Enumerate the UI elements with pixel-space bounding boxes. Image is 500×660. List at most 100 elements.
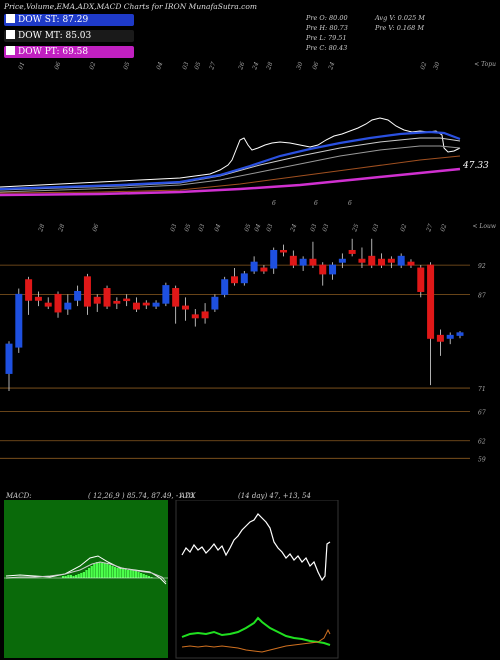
candle-body <box>162 285 170 304</box>
candle-body <box>113 300 121 304</box>
macd-bar <box>62 576 65 578</box>
candle-body <box>358 258 366 263</box>
price-date-label: 04 <box>213 223 222 233</box>
candle-body <box>348 249 356 254</box>
ema-date-label: 06 <box>53 61 62 71</box>
price-date-label: 03 <box>309 223 318 233</box>
ema-corner-label: < Topu <box>474 61 496 68</box>
ema-mid-line <box>0 145 461 193</box>
candle-body <box>260 267 268 272</box>
candle-body <box>270 249 278 269</box>
macd-bar <box>69 575 72 578</box>
macd-bar <box>142 574 145 578</box>
price-corner-label: < Louw <box>472 223 496 230</box>
prev-low: Pre L: 79.51 <box>306 34 347 42</box>
macd-bar <box>93 564 96 578</box>
ema-date-label: 24 <box>251 61 261 72</box>
ema-date-label: 24 <box>327 61 337 72</box>
prev-high: Pre H: 80.73 <box>306 24 348 32</box>
price-date-label: 24 <box>289 223 299 234</box>
macd-bar <box>124 569 127 578</box>
candle-body <box>44 302 52 307</box>
chart-title: Price,Volume,EMA,ADX,MACD Charts for IRO… <box>4 2 257 11</box>
ema-value-label: 47.33 <box>462 161 489 171</box>
candle-body <box>289 255 297 266</box>
macd-bar <box>88 568 91 578</box>
adx-plus-di-line <box>181 616 331 646</box>
ema-top-dates: 01 06 02 05 04 03 05 27 26 24 28 30 06 24 02 30 <box>17 61 441 72</box>
candle-body <box>152 302 160 307</box>
price-date-label: 27 <box>425 223 435 234</box>
candle-body <box>64 302 72 310</box>
candle-body <box>250 261 258 272</box>
ema-panel: 01 06 02 05 04 03 05 27 26 24 28 30 06 24 02 30 < Topu … <box>0 61 496 207</box>
candle-body <box>387 258 395 263</box>
legend-dow-pt-label: DOW PT: 69.58 <box>18 47 89 57</box>
ema-bottom-mark: 6 <box>272 200 276 207</box>
ema-date-label: 28 <box>265 61 275 72</box>
macd-bar <box>114 567 117 578</box>
price-level-label: 87 <box>478 292 486 299</box>
macd-bar <box>111 566 114 578</box>
macd-signal-line <box>5 561 167 583</box>
candle-body <box>456 332 464 336</box>
macd-histogram <box>62 562 153 578</box>
candle-body <box>378 258 386 266</box>
candle-body <box>191 314 199 319</box>
candle-body <box>181 305 189 310</box>
ema-date-label: 05 <box>122 61 131 71</box>
ema-date-label: 05 <box>193 61 202 71</box>
ema-bottom-mark: 6 <box>314 200 318 207</box>
price-level-label: 71 <box>478 386 486 393</box>
candle-body <box>132 302 140 310</box>
macd-bar <box>82 572 85 578</box>
ema-st-line <box>0 130 461 191</box>
ema-date-label: 26 <box>237 61 247 72</box>
candle-body <box>299 258 307 266</box>
macd-bar <box>127 570 130 578</box>
candle-body <box>93 296 101 304</box>
candle-body <box>240 273 248 284</box>
candle-body <box>397 255 405 266</box>
price-date-label: 05 <box>183 223 192 233</box>
candle-body <box>280 249 288 253</box>
price-date-label: 03 <box>371 223 380 233</box>
macd-bar <box>80 573 83 578</box>
adx-background <box>175 500 339 659</box>
macd-bar <box>150 577 153 578</box>
price-date-label: 03 <box>265 223 274 233</box>
candle-body <box>123 298 131 302</box>
price-level-label: 62 <box>478 439 486 446</box>
macd-background <box>4 500 168 658</box>
price-date-label: 02 <box>439 223 448 233</box>
macd-bar <box>75 575 78 578</box>
candle-body <box>407 261 415 266</box>
candle-body <box>329 264 337 275</box>
legend-swatch <box>6 30 15 39</box>
candle-body <box>338 258 346 263</box>
candle-body <box>319 264 327 275</box>
legend-dow-pt: DOW PT: 69.58 <box>4 46 134 58</box>
macd-bar <box>103 563 106 578</box>
macd-line <box>5 555 167 585</box>
price-top-dates: 28 28 06 03 05 03 04 05 04 03 24 03 03 25 03 02 27 02 <box>37 223 449 234</box>
candle-body <box>417 267 425 292</box>
legend-dow-mt: DOW MT: 85.03 <box>4 30 134 42</box>
price-panel: 28 28 06 03 05 03 04 05 04 03 24 03 03 25 03 02 27 02 < L… <box>0 223 497 463</box>
adx-params: (14 day) 47, +13, 54 <box>238 492 311 500</box>
macd-bar <box>72 576 75 578</box>
ema-brown-line <box>0 155 461 194</box>
candle-body <box>34 296 42 301</box>
price-date-label: 25 <box>351 223 361 234</box>
avg-volume: Avg V: 0.025 M <box>375 14 425 22</box>
ema-date-label: 04 <box>155 61 164 71</box>
candle-body <box>368 255 376 266</box>
candles <box>5 238 464 391</box>
prev-close: Pre C: 80.43 <box>306 44 348 52</box>
candle-body <box>103 288 111 307</box>
ema-pt-line <box>0 167 461 197</box>
macd-bar <box>106 564 109 578</box>
ema-date-label: 02 <box>419 61 428 71</box>
price-date-label: 04 <box>253 223 262 233</box>
ema-date-label: 03 <box>181 61 190 71</box>
